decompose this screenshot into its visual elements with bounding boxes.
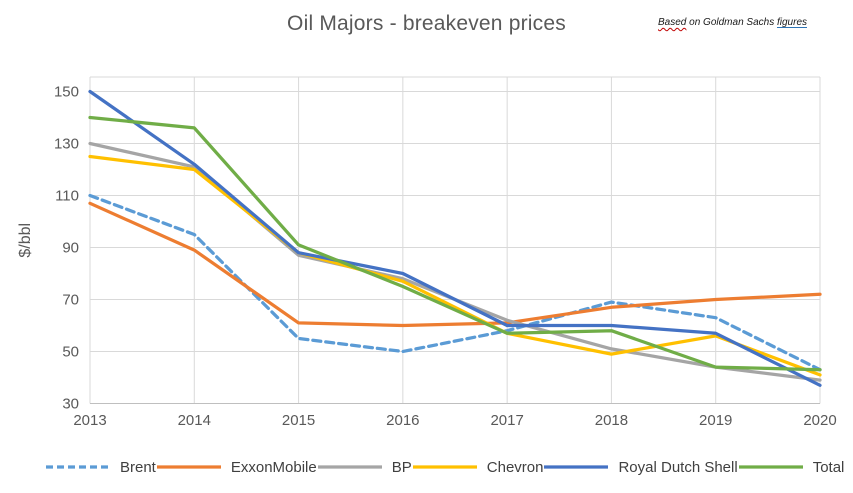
legend-item-bp: BP — [317, 459, 412, 476]
x-tick-label-2015: 2015 — [282, 412, 315, 429]
annotation-based-word: Based — [658, 17, 687, 28]
series-line-bp — [88, 141, 822, 382]
x-tick-label-2017: 2017 — [490, 412, 523, 429]
legend-item-royal-dutch-shell: Royal Dutch Shell — [543, 458, 738, 476]
legend-line-swatch-brent — [46, 465, 110, 469]
source-annotation: Based on Goldman Sachs figures — [658, 17, 807, 28]
y-tick-label-90: 90 — [62, 240, 79, 257]
legend-item-brent: Brent — [45, 459, 156, 476]
legend-line-swatch-total — [738, 465, 803, 469]
x-tick-label-2019: 2019 — [699, 412, 732, 429]
y-tick-label-70: 70 — [62, 292, 79, 309]
y-tick-label-30: 30 — [62, 396, 79, 413]
chart-title: Oil Majors - breakeven prices — [287, 12, 566, 35]
y-tick-label-150: 150 — [54, 84, 79, 101]
y-axis-title: $/bbl — [17, 223, 34, 258]
chart-legend: Brent ExxonMobile BP Chevron Royal Dutch She… — [45, 453, 844, 481]
x-tick-label-2014: 2014 — [178, 412, 211, 429]
legend-line-swatch-royal-dutch-shell — [544, 465, 609, 469]
legend-label-total: Total — [812, 458, 845, 476]
series-line-brent — [88, 193, 822, 372]
legend-item-exxonmobile: ExxonMobile — [156, 459, 317, 476]
series-line-exxonmobile — [88, 201, 822, 328]
annotation-figures-link[interactable]: figures — [776, 17, 807, 28]
legend-label-chevron: Chevron — [486, 458, 544, 476]
x-tick-label-2020: 2020 — [803, 412, 836, 429]
legend-item-chevron: Chevron — [412, 458, 544, 476]
legend-line-swatch-chevron — [412, 465, 477, 469]
legend-item-total: Total — [738, 458, 845, 476]
legend-line-swatch-exxonmobile — [156, 465, 221, 469]
legend-label-brent: Brent — [120, 458, 156, 476]
x-tick-label-2018: 2018 — [595, 412, 628, 429]
y-tick-label-130: 130 — [54, 136, 79, 153]
legend-line-swatch-bp — [317, 465, 382, 469]
x-tick-label-2016: 2016 — [386, 412, 419, 429]
series-line-royal-dutch-shell — [88, 89, 822, 387]
series-line-total — [88, 115, 822, 372]
x-tick-label-2013: 2013 — [73, 412, 106, 429]
y-tick-label-110: 110 — [55, 188, 79, 205]
legend-label-royal-dutch-shell: Royal Dutch Shell — [618, 458, 738, 476]
annotation-middle-text: on Goldman Sachs — [686, 17, 777, 28]
y-tick-label-50: 50 — [62, 344, 79, 361]
series-line-chevron — [88, 154, 822, 377]
legend-label-bp: BP — [391, 458, 412, 476]
legend-label-exxonmobile: ExxonMobile — [230, 458, 317, 476]
breakeven-line-chart: 30 50 70 90 110 130 150 2013 2014 2015 2016 2017 201… — [17, 76, 837, 429]
